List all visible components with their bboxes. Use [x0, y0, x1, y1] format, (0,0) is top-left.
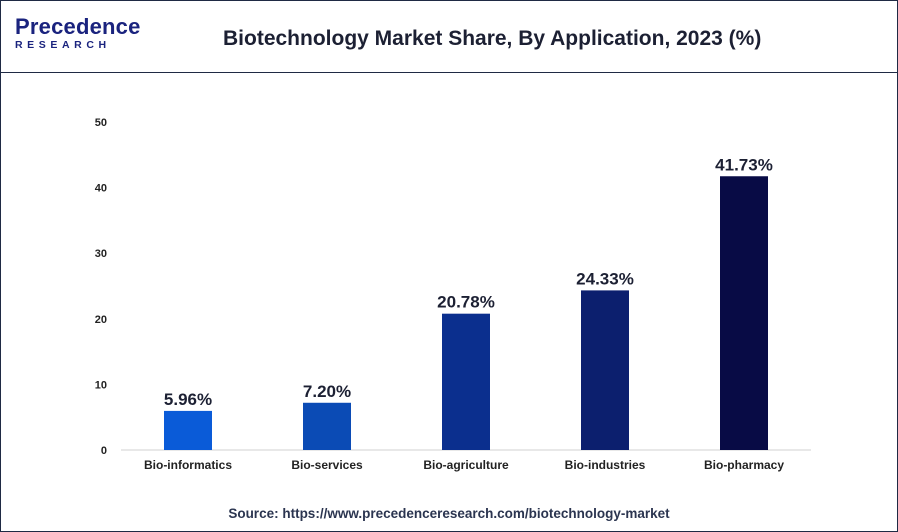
y-tick-label: 40 [95, 183, 107, 195]
logo-word: Precedence [15, 14, 141, 39]
data-label: 5.96% [164, 390, 212, 409]
x-tick-label: Bio-pharmacy [704, 458, 784, 472]
x-tick-label: Bio-industries [565, 458, 646, 472]
data-label: 7.20% [303, 382, 351, 401]
x-tick-label: Bio-informatics [144, 458, 232, 472]
data-label: 41.73% [715, 155, 773, 174]
bar-bio-industries [581, 290, 629, 450]
logo-subtitle: RESEARCH [15, 39, 111, 51]
y-tick-label: 30 [95, 248, 107, 260]
bar-layer: 5.96% Bio-informatics 7.20% Bio-services 20.… [144, 155, 784, 472]
header: Precedence RESEARCH Biotechnology Market… [1, 1, 897, 73]
bar-bio-agriculture [442, 313, 490, 450]
x-tick-label: Bio-agriculture [423, 458, 509, 472]
y-tick-label: 0 [101, 445, 107, 457]
bar-bio-services [303, 402, 351, 450]
chart-title: Biotechnology Market Share, By Applicati… [223, 27, 762, 50]
y-tick-label: 20 [95, 314, 107, 326]
bar-bio-pharmacy [720, 176, 768, 450]
data-label: 20.78% [437, 293, 495, 312]
source-note: Source: https://www.precedenceresearch.c… [228, 506, 670, 521]
x-tick-label: Bio-services [291, 458, 363, 472]
brand-logo: Precedence RESEARCH [15, 14, 141, 52]
y-tick-label: 50 [95, 117, 107, 129]
data-label: 24.33% [576, 269, 634, 288]
y-tick-label: 10 [95, 379, 107, 391]
bar-bio-informatics [164, 410, 212, 450]
